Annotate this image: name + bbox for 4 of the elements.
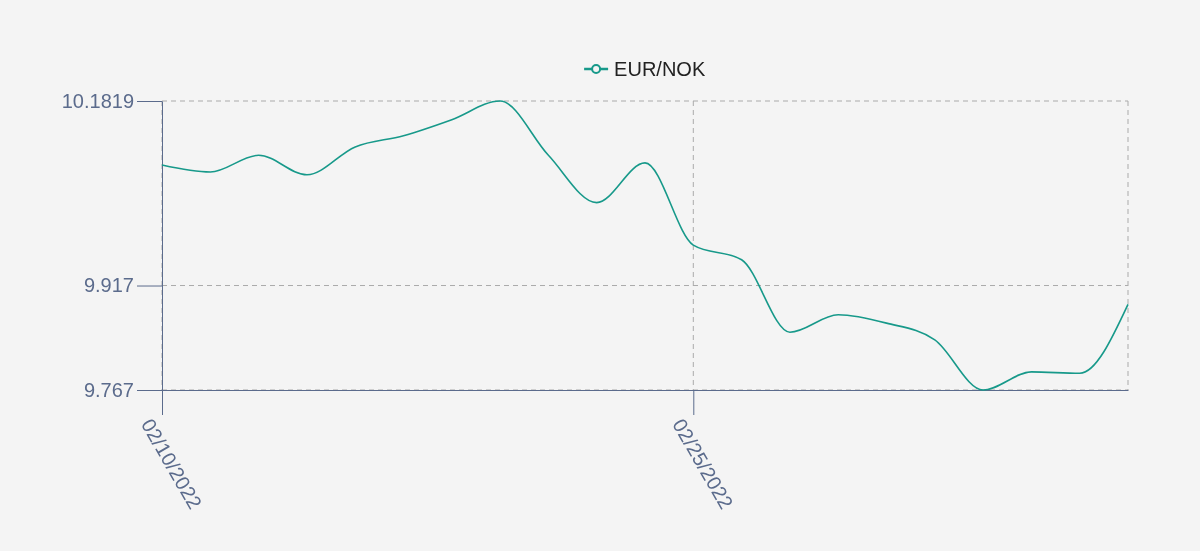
y-tick-label: 9.917	[83, 274, 134, 297]
y-tick-label: 10.1819	[61, 89, 134, 112]
y-tick-label: 9.767	[83, 378, 134, 401]
legend-label: EUR/NOK	[614, 58, 706, 80]
